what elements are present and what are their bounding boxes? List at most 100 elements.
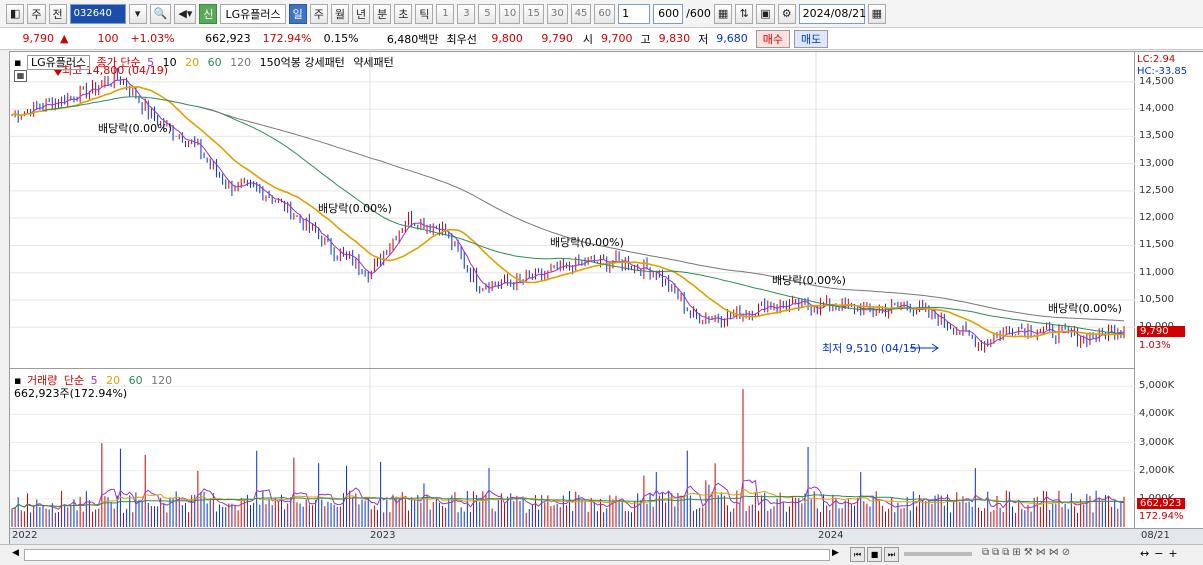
legend-stock-name[interactable]: LG유플러스 xyxy=(26,55,91,70)
scroll-right-icon[interactable]: ▶ xyxy=(832,548,839,558)
ma120-line xyxy=(197,106,1125,322)
grid-icon[interactable]: ▦ xyxy=(713,3,733,24)
y-tick-label: 14,000 xyxy=(1139,103,1174,115)
num-45[interactable]: 45 xyxy=(570,3,592,24)
vol-legend-marker-icon[interactable]: ▪ xyxy=(14,374,22,387)
up-arrow-icon: ▲ xyxy=(60,32,69,45)
vol-tick-label: 3,000K xyxy=(1139,436,1175,448)
sell-button[interactable]: 매도 xyxy=(794,29,829,48)
save-icon[interactable]: ▣ xyxy=(756,3,775,24)
bottom-bar: ◀ ▶ ⏮ ■ ⏭ ⧉⧉⧉⊞⚒⋈⋈⊘ ↔−+ xyxy=(0,544,1203,565)
type-select[interactable]: 주 xyxy=(27,3,46,24)
current-price: 9,790 xyxy=(22,32,55,45)
num-30[interactable]: 30 xyxy=(546,3,568,24)
stock-name: LG유플러스 xyxy=(220,3,286,24)
count-select[interactable]: 1 xyxy=(618,3,651,24)
toolbar: ◧ 주 전 032640 ▾ 🔍 ◀▾ 신 LG유플러스 일 주 월 년 분 초… xyxy=(0,0,1203,28)
dividend-note: 배당락(0.00%) xyxy=(772,274,846,287)
count-input[interactable]: 600 xyxy=(653,3,684,24)
vol-legend-ma60[interactable]: 60 xyxy=(128,374,143,387)
interval-minute[interactable]: 분 xyxy=(373,3,392,24)
vol-tick-label: 2,000K xyxy=(1139,464,1175,476)
legend-ma5[interactable]: 5 xyxy=(147,56,155,69)
best-bid: 9,790 xyxy=(541,32,573,45)
drawing-tools-icon[interactable]: ⧉⧉⧉⊞⚒⋈⋈⊘ xyxy=(982,547,1074,558)
vol-legend-ma20[interactable]: 20 xyxy=(106,374,121,387)
quote-bar: 9,790 ▲ 100 +1.03% 662,923 172.94% 0.15%… xyxy=(0,28,1203,50)
best-label: 최우선 xyxy=(446,32,477,46)
legend-ma-title[interactable]: 종가 단순 xyxy=(96,56,141,69)
scroll-left-icon[interactable]: ◀ xyxy=(12,548,19,558)
vol-ma5-line xyxy=(11,479,1124,510)
chart-area[interactable]: 최고 14,800 (04/19) 최저 9,510 (04/15) 배당락(0.0… xyxy=(9,51,1136,544)
dividend-note: 배당락(0.00%) xyxy=(550,236,624,249)
best-ask: 9,800 xyxy=(491,32,523,45)
x-axis-end: 08/21 xyxy=(1135,528,1203,545)
num-1[interactable]: 1 xyxy=(436,3,455,24)
legend-marker-icon[interactable]: ▪ xyxy=(14,56,22,69)
zoom-slider[interactable] xyxy=(904,552,972,556)
legend-pattern-2[interactable]: 약세패턴 xyxy=(353,56,394,69)
last-icon[interactable]: ⏭ xyxy=(884,547,899,562)
vol-ma60-line xyxy=(11,494,1124,510)
vol-legend-title[interactable]: 거래량 xyxy=(26,374,58,387)
date-input[interactable]: 2024/08/21 xyxy=(798,3,866,24)
interval-tick[interactable]: 틱 xyxy=(415,3,434,24)
chart-icon[interactable]: ⇅ xyxy=(735,3,754,24)
vol-legend-ma120[interactable]: 120 xyxy=(151,374,173,387)
turnover: 0.15% xyxy=(323,32,359,45)
stop-icon[interactable]: ■ xyxy=(867,547,882,562)
period-week[interactable]: 주 xyxy=(309,3,328,24)
stock-code-input[interactable]: 032640 xyxy=(69,3,126,24)
period-month[interactable]: 월 xyxy=(330,3,349,24)
right-axis: LC:2.94 HC:-33.85 14,500 14,000 13,500 13,0… xyxy=(1135,51,1203,545)
speaker-icon[interactable]: ◀▾ xyxy=(174,3,197,24)
volume-pct: 172.94% xyxy=(262,32,312,45)
volume-chart[interactable] xyxy=(10,369,1136,529)
prev-button[interactable]: 전 xyxy=(48,3,67,24)
vol-legend-ma-title[interactable]: 단순 xyxy=(63,374,85,387)
search-icon[interactable]: 🔍 xyxy=(149,3,172,24)
num-3[interactable]: 3 xyxy=(457,3,476,24)
price-legend: ▪ LG유플러스 종가 단순 5 10 20 60 120 150억봉 강세패턴… xyxy=(14,54,399,70)
price-current-tag: 9,790 xyxy=(1137,326,1185,337)
zoom-controls-icon[interactable]: ↔−+ xyxy=(1140,547,1183,560)
num-60[interactable]: 60 xyxy=(594,3,616,24)
dropdown-icon[interactable]: ▾ xyxy=(128,3,147,24)
lc-label: LC:2.94 xyxy=(1137,54,1176,65)
open-price: 9,700 xyxy=(601,32,633,45)
high-price: 9,830 xyxy=(658,32,691,45)
x-axis: 2022 2023 2024 xyxy=(10,528,1136,544)
period-day[interactable]: 일 xyxy=(288,3,307,24)
hc-label: HC:-33.85 xyxy=(1137,66,1188,77)
calendar-icon[interactable]: ▦ xyxy=(867,3,887,24)
buy-button[interactable]: 매수 xyxy=(755,29,791,48)
grid-toggle-icon[interactable]: ▦ xyxy=(14,70,27,82)
legend-ma20[interactable]: 20 xyxy=(185,56,200,69)
price-change: 100 xyxy=(97,32,119,45)
first-icon[interactable]: ⏮ xyxy=(850,547,865,562)
interval-second[interactable]: 초 xyxy=(394,3,413,24)
scrollbar-track[interactable] xyxy=(24,549,830,561)
num-10[interactable]: 10 xyxy=(499,3,521,24)
num-15[interactable]: 15 xyxy=(523,3,544,24)
vol-legend-ma5[interactable]: 5 xyxy=(90,374,98,387)
volume-current-tag: 662,923 xyxy=(1137,498,1185,509)
dividend-note: 배당락(0.00%) xyxy=(318,202,392,215)
ma5-line xyxy=(11,78,1124,346)
num-5[interactable]: 5 xyxy=(478,3,497,24)
period-year[interactable]: 년 xyxy=(351,3,371,24)
price-chart[interactable]: 최고 14,800 (04/19) 최저 9,510 (04/15) 배당락(0.0… xyxy=(10,52,1136,368)
x-label-2023: 2023 xyxy=(370,530,396,541)
dividend-note: 배당락(0.00%) xyxy=(98,122,172,135)
panel-divider xyxy=(10,368,1136,369)
legend-ma120[interactable]: 120 xyxy=(230,56,252,69)
gear-icon[interactable]: ⚙ xyxy=(777,3,796,24)
sin-button[interactable]: 신 xyxy=(199,3,218,24)
legend-ma60[interactable]: 60 xyxy=(207,56,222,69)
window-icon[interactable]: ◧ xyxy=(6,3,25,24)
volume-value: 662,923 xyxy=(205,32,251,45)
y-tick-label: 12,500 xyxy=(1139,184,1174,196)
legend-pattern-1[interactable]: 150억봉 강세패턴 xyxy=(259,56,345,69)
legend-ma10[interactable]: 10 xyxy=(162,56,177,69)
